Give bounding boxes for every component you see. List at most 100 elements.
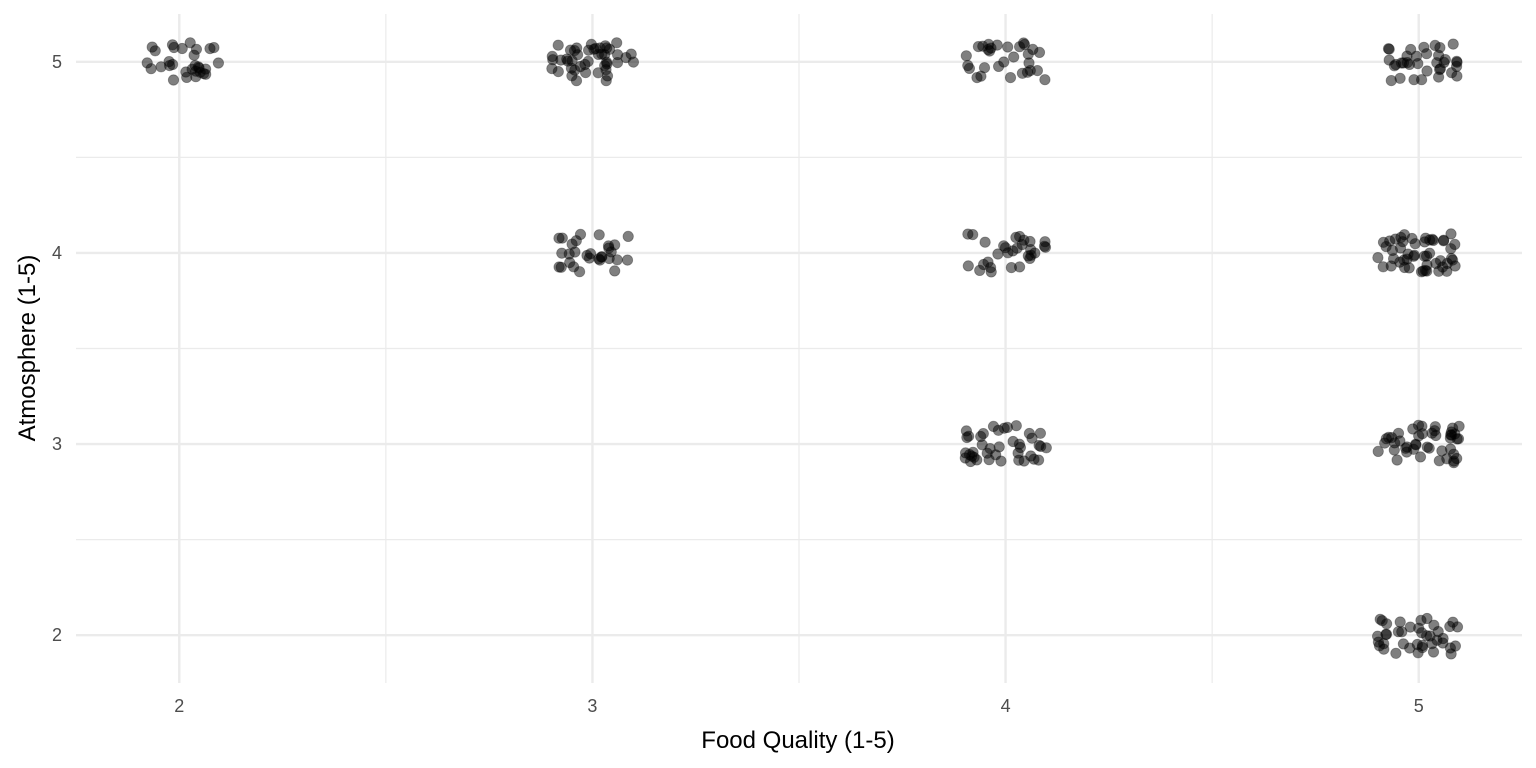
data-point — [1024, 252, 1036, 264]
data-point — [1444, 443, 1457, 455]
x-axis-title: Food Quality (1-5) — [701, 727, 894, 754]
data-point — [1430, 257, 1442, 269]
data-point — [1021, 66, 1034, 78]
data-point — [1429, 425, 1441, 437]
data-point — [1437, 632, 1449, 645]
data-point — [1380, 433, 1392, 445]
data-point — [571, 49, 584, 61]
data-point — [555, 54, 567, 66]
data-point — [190, 43, 202, 55]
data-point — [181, 71, 193, 84]
x-tick-label: 3 — [587, 696, 597, 716]
data-point — [1013, 261, 1026, 273]
data-point — [570, 235, 582, 247]
data-point — [1380, 628, 1392, 641]
data-point — [555, 261, 567, 273]
data-point — [967, 229, 979, 241]
data-point — [200, 63, 212, 75]
data-point — [601, 58, 613, 70]
x-tick-label: 4 — [1001, 696, 1011, 716]
data-point — [1372, 445, 1384, 457]
data-point — [963, 62, 976, 75]
grid-lines — [76, 14, 1522, 683]
data-point — [1421, 48, 1433, 60]
data-point — [1399, 261, 1411, 274]
data-point — [622, 230, 634, 242]
data-point — [985, 266, 997, 278]
data-point — [993, 441, 1005, 453]
data-point — [1025, 450, 1037, 462]
data-point — [546, 62, 558, 75]
data-point — [145, 63, 157, 75]
data-point — [603, 242, 615, 254]
data-point — [978, 62, 991, 74]
data-point — [1001, 421, 1014, 433]
data-point — [601, 70, 614, 82]
data-point — [1383, 43, 1395, 55]
data-point — [567, 261, 580, 273]
data-point — [1428, 619, 1440, 631]
data-point — [1445, 228, 1457, 240]
data-point — [1380, 241, 1392, 253]
data-point — [167, 74, 180, 86]
data-point — [1406, 232, 1418, 245]
y-tick-label: 5 — [52, 52, 62, 72]
data-point — [1447, 38, 1459, 50]
data-point — [1414, 451, 1427, 463]
data-point — [1026, 432, 1038, 444]
data-point — [588, 43, 600, 55]
x-tick-label: 2 — [174, 696, 184, 716]
data-point — [164, 59, 176, 72]
data-point — [1395, 231, 1407, 244]
data-point — [1385, 75, 1397, 87]
data-points — [141, 37, 1465, 660]
data-point — [593, 229, 605, 241]
data-point — [1417, 265, 1429, 277]
data-point — [1002, 247, 1014, 259]
data-point — [1004, 72, 1017, 84]
data-point — [1014, 441, 1027, 454]
data-point — [1444, 620, 1456, 633]
data-point — [1394, 242, 1407, 254]
data-point — [1039, 74, 1051, 86]
data-point — [1421, 250, 1433, 262]
data-point — [1416, 627, 1428, 639]
data-point — [1372, 636, 1385, 648]
data-point — [962, 260, 974, 272]
data-point — [963, 448, 976, 461]
data-point — [1433, 71, 1445, 83]
data-point — [592, 67, 604, 79]
data-point — [987, 420, 1000, 432]
data-point — [1421, 65, 1433, 77]
data-point — [190, 65, 202, 77]
data-point — [1421, 612, 1433, 625]
data-point — [565, 62, 578, 74]
data-point — [596, 251, 608, 263]
data-point — [611, 49, 624, 61]
data-point — [1405, 43, 1417, 56]
data-point — [1408, 74, 1420, 86]
data-point — [1445, 252, 1458, 265]
data-point — [1008, 51, 1020, 63]
data-point — [1394, 616, 1406, 628]
data-point — [1372, 252, 1384, 264]
data-point — [1429, 39, 1441, 52]
data-point — [1018, 38, 1031, 51]
data-point — [1421, 441, 1433, 453]
data-point — [982, 256, 994, 268]
data-point — [1427, 646, 1440, 658]
data-point — [1013, 454, 1025, 466]
data-point — [1445, 429, 1457, 441]
data-point — [599, 40, 611, 52]
data-point — [1027, 43, 1039, 56]
data-point — [621, 254, 634, 266]
data-point — [1444, 642, 1457, 654]
data-point — [611, 37, 623, 49]
data-point — [971, 72, 983, 84]
data-point — [625, 48, 637, 60]
data-point — [166, 39, 179, 51]
data-point — [979, 236, 991, 248]
data-point — [1018, 234, 1030, 246]
data-point — [570, 75, 583, 87]
